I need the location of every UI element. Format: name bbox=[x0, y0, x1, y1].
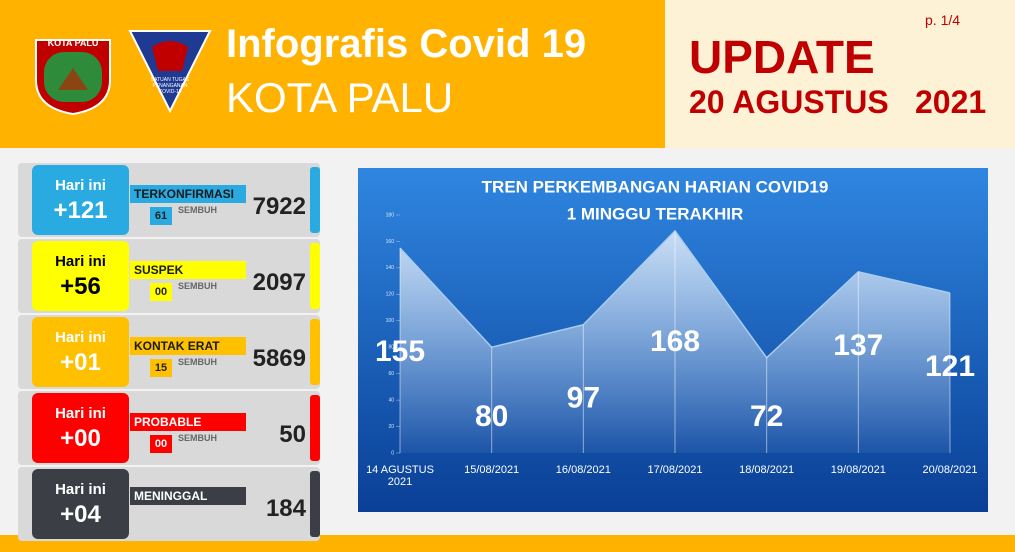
data-label: 72 bbox=[750, 400, 783, 433]
data-label: 168 bbox=[650, 325, 700, 358]
update-panel: UPDATE 20 AGUSTUS 2021 p. 1/4 bbox=[665, 0, 1015, 148]
recovered-label: SEMBUH bbox=[178, 357, 218, 367]
chart-panel: TREN PERKEMBANGAN HARIAN COVID19 1 MINGG… bbox=[358, 168, 988, 512]
y-tick-label: 160 bbox=[386, 239, 395, 245]
today-block: Hari ini +121 bbox=[32, 165, 129, 235]
today-block: Hari ini +00 bbox=[32, 393, 129, 463]
today-value: +121 bbox=[53, 197, 108, 224]
today-block: Hari ini +04 bbox=[32, 469, 129, 539]
recovered-label: SEMBUH bbox=[178, 281, 218, 291]
task-force-logo: SATUAN TUGAS PENANGANAN COVID-19 bbox=[128, 30, 212, 114]
x-tick-label: 15/08/2021 bbox=[464, 464, 520, 476]
chart-title: TREN PERKEMBANGAN HARIAN COVID19 bbox=[482, 177, 829, 196]
y-tick-label: 40 bbox=[388, 397, 394, 403]
y-tick-label: 20 bbox=[388, 424, 394, 430]
update-label: UPDATE bbox=[689, 31, 875, 83]
page-number: p. 1/4 bbox=[925, 12, 961, 28]
total: 7922 bbox=[252, 193, 306, 220]
edge-strip bbox=[310, 243, 320, 309]
subtitle: KOTA PALU bbox=[226, 74, 454, 121]
edge-strip bbox=[310, 319, 320, 385]
title: Infografis Covid 19 bbox=[226, 22, 587, 66]
chart-subtitle: 1 MINGGU TERAKHIR bbox=[567, 204, 744, 223]
today-block: Hari ini +01 bbox=[32, 317, 129, 387]
y-tick-label: 140 bbox=[386, 265, 395, 271]
stat-card: Hari ini +56 SUSPEK 2097 00 SEMBUH bbox=[18, 239, 320, 313]
x-tick-label: 16/08/2021 bbox=[555, 464, 611, 476]
y-tick-label: 120 bbox=[386, 292, 395, 298]
x-tick-label: 14 AGUSTUS 2021 bbox=[366, 464, 434, 488]
total: 2097 bbox=[252, 269, 306, 296]
edge-strip bbox=[310, 167, 320, 233]
x-tick-label: 20/08/2021 bbox=[922, 464, 978, 476]
x-tick-label: 17/08/2021 bbox=[647, 464, 703, 476]
category-label: KONTAK ERAT bbox=[130, 337, 246, 355]
y-tick-label: 0 bbox=[391, 450, 394, 456]
total: 184 bbox=[265, 495, 306, 522]
today-label: Hari ini bbox=[55, 253, 106, 270]
recovered: 15 bbox=[150, 359, 172, 377]
y-tick-label: 100 bbox=[386, 318, 395, 324]
date: 20 AGUSTUS bbox=[689, 84, 889, 120]
y-tick-label: 180 bbox=[386, 212, 395, 218]
today-label: Hari ini bbox=[55, 481, 106, 498]
today-value: +00 bbox=[60, 425, 101, 452]
category-label: PROBABLE bbox=[130, 413, 246, 431]
city-logo: KOTA PALU bbox=[35, 38, 111, 115]
today-value: +04 bbox=[60, 501, 101, 528]
today-value: +56 bbox=[60, 273, 101, 300]
total: 50 bbox=[279, 421, 306, 448]
y-tick-label: 80 bbox=[388, 345, 394, 351]
data-label: 97 bbox=[567, 382, 600, 415]
category-label: MENINGGAL bbox=[130, 487, 246, 505]
data-label: 137 bbox=[833, 329, 883, 362]
y-tick-label: 60 bbox=[388, 371, 394, 377]
data-label: 80 bbox=[475, 400, 508, 433]
data-label: 121 bbox=[925, 350, 975, 383]
chart: TREN PERKEMBANGAN HARIAN COVID19 1 MINGG… bbox=[358, 168, 988, 512]
total: 5869 bbox=[252, 345, 306, 372]
recovered: 00 bbox=[150, 283, 172, 301]
header-band: KOTA PALU SATUAN TUGAS PENANGANAN COVID-… bbox=[0, 0, 665, 148]
logo-label: KOTA PALU bbox=[48, 38, 99, 48]
today-label: Hari ini bbox=[55, 329, 106, 346]
x-tick-label: 18/08/2021 bbox=[739, 464, 795, 476]
recovered-label: SEMBUH bbox=[178, 205, 218, 215]
today-block: Hari ini +56 bbox=[32, 241, 129, 311]
logo-text: SATUAN TUGAS PENANGANAN COVID-19 bbox=[150, 77, 190, 95]
today-label: Hari ini bbox=[55, 177, 106, 194]
recovered: 61 bbox=[150, 207, 172, 225]
category-label: SUSPEK bbox=[130, 261, 246, 279]
stat-card: Hari ini +00 PROBABLE 50 00 SEMBUH bbox=[18, 391, 320, 465]
category-label: TERKONFIRMASI bbox=[130, 185, 246, 203]
recovered: 00 bbox=[150, 435, 172, 453]
data-label: 155 bbox=[375, 335, 425, 368]
stat-card: Hari ini +01 KONTAK ERAT 5869 15 SEMBUH bbox=[18, 315, 320, 389]
today-value: +01 bbox=[60, 349, 101, 376]
year: 2021 bbox=[915, 84, 987, 120]
stat-card: Hari ini +04 MENINGGAL 184 bbox=[18, 467, 320, 541]
edge-strip bbox=[310, 471, 320, 537]
stat-card: Hari ini +121 TERKONFIRMASI 7922 61 SEMBUH bbox=[18, 163, 320, 237]
x-tick-label: 19/08/2021 bbox=[830, 464, 886, 476]
edge-strip bbox=[310, 395, 320, 461]
today-label: Hari ini bbox=[55, 405, 106, 422]
recovered-label: SEMBUH bbox=[178, 433, 218, 443]
